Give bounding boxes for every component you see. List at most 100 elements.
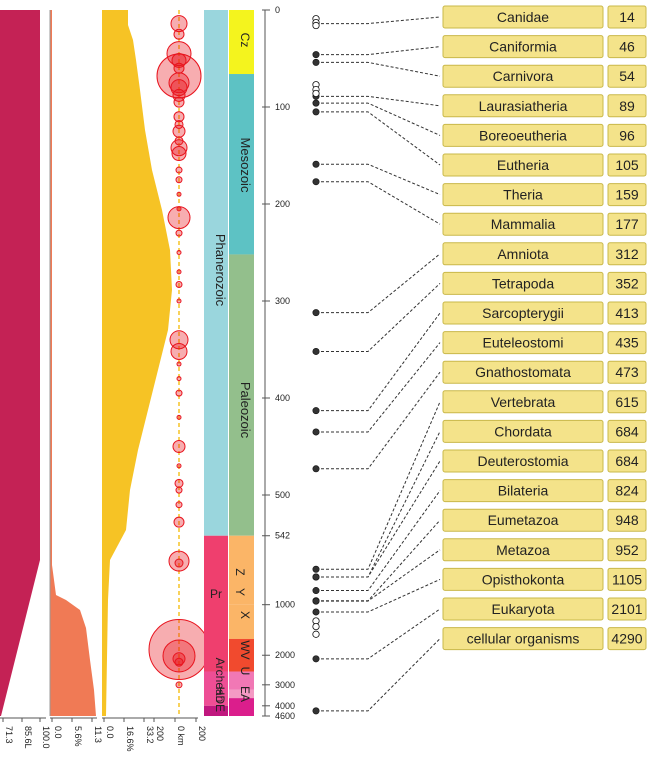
taxon-box [442, 301, 604, 325]
leader-line [316, 283, 441, 352]
impact-crater [167, 206, 191, 230]
era-label-paleozoic: Paleozoic [238, 382, 253, 439]
impact-crater [172, 124, 186, 138]
taxon-age-box [607, 301, 647, 325]
taxon-age-box [607, 183, 647, 207]
leader-line [316, 253, 441, 314]
era-label-y: Y [233, 588, 247, 596]
impact-crater [173, 111, 185, 123]
taxon-age: 615 [615, 394, 639, 410]
era-label-cz: Cz [238, 33, 252, 48]
taxon-name: Caniformia [489, 39, 557, 55]
taxon-age: 473 [615, 364, 639, 380]
time-tick-label: 400 [275, 393, 290, 403]
impact-crater [176, 463, 182, 469]
impact-crater [175, 229, 183, 237]
impact-crater [170, 139, 188, 157]
eon-label-hde: HDE [213, 687, 227, 712]
hollow-marker [312, 89, 320, 98]
taxon-name: Eukaryota [491, 601, 554, 617]
taxon-name: Vertebrata [491, 394, 556, 410]
panel-tick-label: 0.0 [105, 726, 115, 739]
impact-crater [173, 516, 185, 528]
taxon-name: Sarcopterygii [482, 305, 564, 321]
taxon-age: 46 [619, 39, 635, 55]
impact-crater [176, 414, 182, 420]
time-tick-label: 0 [275, 5, 280, 15]
taxon-box [442, 538, 604, 562]
taxon-box [442, 390, 604, 414]
taxon-age-box [607, 123, 647, 147]
taxon-box [442, 479, 604, 503]
leader-line [316, 95, 441, 107]
impact-crater [174, 657, 184, 667]
taxon-box [442, 360, 604, 384]
era-label-mesozoic: Mesozoic [238, 138, 253, 193]
taxon-age-box [607, 538, 647, 562]
leader-line [316, 163, 441, 196]
impact-crater [171, 52, 187, 68]
taxon-age-box [607, 627, 647, 651]
leader-line [316, 46, 441, 56]
taxon-age-box [607, 360, 647, 384]
gold-area [102, 10, 172, 716]
panel-tick-label: 200 [197, 726, 207, 741]
taxon-box [442, 627, 604, 651]
taxon-age: 435 [615, 335, 639, 351]
taxon-name: Laurasiatheria [479, 98, 568, 114]
era-label-u: U [238, 667, 252, 676]
taxon-age-box [607, 94, 647, 118]
taxon-age: 684 [615, 453, 639, 469]
impact-crater [162, 639, 196, 673]
taxon-age-box [607, 35, 647, 59]
hollow-marker [312, 21, 320, 30]
impact-crater [175, 176, 183, 184]
impact-crater [176, 361, 182, 367]
taxon-age: 2101 [611, 601, 642, 617]
leader-line [316, 578, 441, 613]
taxon-box [442, 597, 604, 621]
taxon-box [442, 183, 604, 207]
taxon-name: Metazoa [496, 542, 550, 558]
time-tick-label: 2000 [275, 650, 295, 660]
impact-crater [176, 376, 182, 382]
leader-line [316, 181, 441, 225]
hollow-marker [312, 630, 320, 638]
impact-crater [175, 681, 183, 689]
taxon-age: 684 [615, 423, 639, 439]
leader-line [316, 431, 441, 578]
impact-crater [170, 79, 188, 97]
taxon-age-box [607, 419, 647, 443]
taxon-name: Carnivora [493, 68, 554, 84]
taxon-box [442, 94, 604, 118]
leader-line [316, 61, 441, 77]
taxon-age: 96 [619, 127, 635, 143]
impact-crater [176, 250, 182, 255]
impact-crater [168, 550, 190, 572]
panel-tick-label: 11.3 [93, 726, 103, 743]
taxon-box [442, 331, 604, 355]
taxon-age-box [607, 153, 647, 177]
taxon-age-box [607, 212, 647, 236]
eon-proterozoic [204, 535, 228, 672]
impact-crater [175, 389, 183, 397]
taxon-box [442, 508, 604, 532]
impact-crater [168, 72, 190, 94]
taxon-name: Eutheria [497, 157, 549, 173]
taxon-age: 54 [619, 68, 635, 84]
taxon-age-box [607, 567, 647, 591]
leader-line [316, 312, 441, 412]
taxon-age-box [607, 5, 647, 29]
impact-crater [172, 652, 186, 666]
taxon-name: Canidae [497, 9, 549, 25]
era-z [229, 535, 254, 605]
era-ea [229, 698, 254, 716]
era-label-ea: EA [238, 686, 252, 702]
orange-area [50, 10, 96, 716]
impact-crater [156, 53, 202, 99]
taxon-name: Opisthokonta [482, 571, 565, 587]
taxon-age: 177 [615, 216, 639, 232]
taxon-name: Mammalia [491, 216, 556, 232]
taxon-name: Eumetazoa [488, 512, 559, 528]
eon-label-pr: Pr [210, 587, 222, 601]
